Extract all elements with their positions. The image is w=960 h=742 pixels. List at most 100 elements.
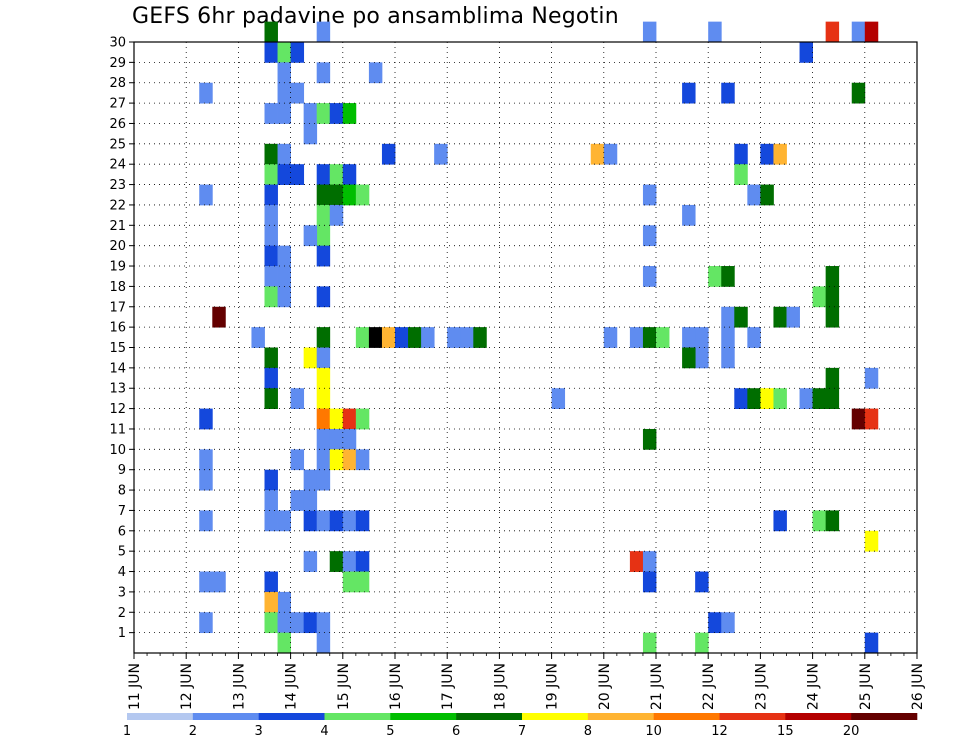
heatmap-cell [786, 306, 800, 328]
heatmap-cell [277, 62, 291, 84]
heatmap-cell [212, 306, 226, 328]
heatmap-cell [695, 571, 709, 593]
heatmap-cell [642, 428, 657, 450]
heatmap-cell [290, 612, 305, 634]
heatmap-cell [329, 204, 344, 226]
heatmap-cell [316, 632, 331, 654]
heatmap-cell [264, 21, 278, 43]
heatmap-cell [277, 510, 291, 532]
colorbar-label: 20 [843, 724, 860, 739]
heatmap-cell [316, 510, 331, 532]
heatmap-cell [277, 245, 291, 267]
heatmap-cell [825, 388, 840, 409]
heatmap-cell [734, 388, 748, 409]
heatmap-cell [329, 510, 344, 532]
colorbar-swatch [127, 713, 194, 720]
heatmap-cell [316, 21, 331, 43]
y-tick-label: 19 [109, 260, 126, 275]
heatmap-cell [342, 184, 357, 206]
heatmap-cell [251, 327, 265, 348]
heatmap-cell [342, 571, 357, 593]
x-tick-label: 15 JUN [336, 663, 352, 710]
heatmap-cell [629, 327, 644, 348]
heatmap-cell [316, 367, 331, 389]
heatmap-cell [851, 408, 866, 430]
colorbar-label: 10 [645, 724, 662, 739]
heatmap-cell [329, 428, 344, 450]
x-tick-label: 14 JUN [284, 663, 300, 710]
heatmap-cell [264, 490, 278, 511]
heatmap-cell [708, 21, 722, 43]
heatmap-cell [721, 306, 735, 328]
y-tick-label: 27 [109, 97, 126, 112]
heatmap-cell [303, 123, 318, 145]
heatmap-cell [290, 388, 305, 409]
heatmap-cell [851, 82, 866, 104]
heatmap-cell [851, 21, 866, 43]
heatmap-cell [447, 327, 461, 348]
heatmap-cell [290, 164, 305, 185]
heatmap-cell [303, 469, 318, 491]
x-tick-label: 24 JUN [806, 663, 822, 710]
heatmap-cell [277, 266, 291, 287]
heatmap-cell [277, 632, 291, 654]
y-tick-label: 22 [109, 198, 126, 213]
colorbar-swatch [390, 713, 457, 720]
heatmap-cell [721, 612, 735, 634]
heatmap-cell [329, 449, 344, 471]
heatmap-cell [316, 225, 331, 247]
heatmap-cell [316, 428, 331, 450]
heatmap-cell [747, 184, 761, 206]
heatmap-cell [773, 388, 787, 409]
y-tick-label: 24 [109, 158, 126, 173]
heatmap-cell [642, 632, 657, 654]
heatmap-cell [342, 408, 357, 430]
heatmap-cell [303, 510, 318, 532]
heatmap-cell [316, 245, 331, 267]
heatmap-cell [747, 388, 761, 409]
heatmap-cell [381, 143, 396, 165]
heatmap-cell [760, 143, 774, 165]
heatmap-cell [277, 612, 291, 634]
heatmap-cell [434, 143, 448, 165]
heatmap-cell [264, 225, 278, 247]
heatmap-cell [368, 62, 383, 84]
colorbar-swatch [719, 713, 786, 720]
heatmap-cell [199, 184, 213, 206]
heatmap-cell [342, 551, 357, 572]
x-tick-label: 16 JUN [388, 663, 404, 710]
colorbar-label: 8 [584, 724, 592, 739]
heatmap-cell [264, 469, 278, 491]
x-tick-label: 20 JUN [597, 663, 613, 710]
x-tick-label: 17 JUN [440, 663, 456, 710]
y-tick-label: 18 [109, 280, 126, 295]
heatmap-cell [695, 347, 709, 369]
heatmap-cell [864, 21, 879, 43]
heatmap-cell [368, 327, 383, 348]
heatmap-cell [395, 327, 409, 348]
heatmap-cell [303, 490, 318, 511]
heatmap-cell [734, 143, 748, 165]
heatmap-cell [342, 164, 357, 185]
y-tick-label: 30 [109, 36, 126, 51]
y-tick-label: 14 [109, 361, 126, 376]
heatmap-cell [799, 42, 813, 63]
heatmap-cell [812, 388, 827, 409]
colorbar-swatch [851, 713, 918, 720]
y-tick-label: 9 [118, 463, 126, 478]
heatmap-cell [825, 510, 840, 532]
heatmap-cell [264, 286, 278, 308]
heatmap-cell [355, 184, 370, 206]
heatmap-cell [825, 286, 840, 308]
heatmap-cell [264, 591, 278, 613]
heatmap-cell [603, 143, 618, 165]
heatmap-cell [264, 143, 278, 165]
heatmap-cell [355, 571, 370, 593]
heatmap-cell [264, 245, 278, 267]
y-tick-label: 8 [118, 484, 126, 499]
heatmap-cell [421, 327, 435, 348]
heatmap-cell [264, 184, 278, 206]
heatmap-cell [721, 347, 735, 369]
heatmap-cell [264, 571, 278, 593]
